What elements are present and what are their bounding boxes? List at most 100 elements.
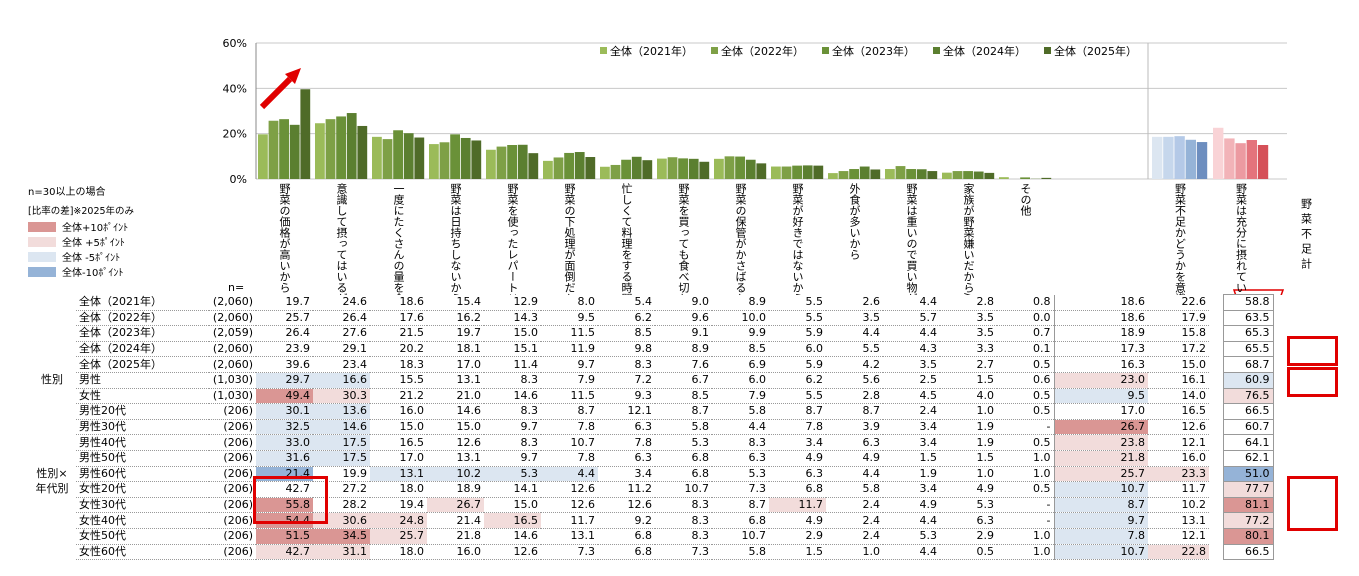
bar xyxy=(984,172,995,179)
table-cell: 8.0 xyxy=(541,294,598,311)
table-cell: 2.9 xyxy=(769,528,826,545)
table-cell: 30.3 xyxy=(313,388,370,405)
table-cell: 4.4 xyxy=(541,466,598,483)
table-cell: 14.3 xyxy=(484,310,541,327)
table-cell: 3.4 xyxy=(598,466,655,483)
table-cell: 8.9 xyxy=(712,294,769,311)
table-cell: 39.6 xyxy=(256,356,313,373)
table-cell: 15.0 xyxy=(1148,356,1209,373)
table-cell: 31.1 xyxy=(313,544,370,561)
table-cell: 21.2 xyxy=(370,388,427,405)
table-cell: 1.5 xyxy=(883,450,940,467)
red-arrow xyxy=(262,68,301,107)
total-cell: 80.1 xyxy=(1222,527,1274,545)
table-cell: 9.5 xyxy=(541,310,598,327)
table-cell: 18.0 xyxy=(370,481,427,498)
table-cell: 6.8 xyxy=(598,528,655,545)
table-cell: 0.5 xyxy=(997,388,1054,405)
table-cell: 18.6 xyxy=(370,294,427,311)
row-label: 男性 xyxy=(76,372,209,389)
table-cell: 20.2 xyxy=(370,341,427,358)
table-cell: 7.2 xyxy=(598,372,655,389)
row-label: 女性50代 xyxy=(76,528,209,545)
table-cell: 8.7 xyxy=(769,403,826,420)
diff-legend-label: 全体-10ﾎﾟｲﾝﾄ xyxy=(62,268,124,279)
table-cell: 12.9 xyxy=(484,294,541,311)
table-cell: 0.1 xyxy=(997,341,1054,358)
table-cell: 24.8 xyxy=(370,512,427,529)
group-label xyxy=(28,435,76,451)
diff-legend-item: 全体 +5ﾎﾟｲﾝﾄ xyxy=(28,234,158,249)
table-cell: 25.7 xyxy=(1053,466,1148,483)
table-cell: 4.5 xyxy=(883,388,940,405)
table-cell: 8.7 xyxy=(826,403,883,420)
table-cell: 13.1 xyxy=(1148,512,1209,529)
table-cell: 16.0 xyxy=(427,544,484,561)
highlight-box-total-2024-2025 xyxy=(1287,336,1338,366)
row-n: (206) xyxy=(209,419,256,436)
table-cell: 13.1 xyxy=(541,528,598,545)
table-cell: 1.0 xyxy=(940,403,997,420)
data-table: 全体（2021年） (2,060) 19.7 24.6 18.6 15.4 12.9 8.0 5… xyxy=(28,294,1274,561)
table-cell: 5.3 xyxy=(940,497,997,514)
group-label xyxy=(28,341,76,357)
group-label xyxy=(28,419,76,435)
table-cell: 6.8 xyxy=(655,466,712,483)
bar xyxy=(289,124,300,179)
table-cell: 7.9 xyxy=(541,372,598,389)
table-cell: 21.5 xyxy=(370,325,427,342)
bar xyxy=(325,119,336,179)
total-cell: 51.0 xyxy=(1222,465,1274,483)
table-cell: 14.0 xyxy=(1148,388,1209,405)
spacer-cell xyxy=(1209,372,1223,388)
table-cell: 1.0 xyxy=(997,450,1054,467)
legend-swatch xyxy=(933,47,940,54)
row-n: (2,060) xyxy=(209,356,256,373)
table-cell: 18.0 xyxy=(370,544,427,561)
bar xyxy=(963,171,973,179)
row-n: (206) xyxy=(209,466,256,483)
table-cell: 4.9 xyxy=(826,450,883,467)
category-label: 一度にたくさんの量を食べられないから xyxy=(392,183,405,295)
table-cell: 10.7 xyxy=(712,528,769,545)
row-n: (206) xyxy=(209,403,256,420)
table-cell: 4.4 xyxy=(883,294,940,311)
table-cell: 16.0 xyxy=(1148,450,1209,467)
table-cell: 4.4 xyxy=(826,325,883,342)
table-cell: 8.3 xyxy=(712,434,769,451)
legend-label: 全体（2023年） xyxy=(832,44,915,58)
category-label: 野菜は重いので買い物が大変だから xyxy=(905,183,918,295)
spacer-cell xyxy=(1209,482,1223,498)
table-cell: 6.3 xyxy=(598,419,655,436)
table-cell: 8.5 xyxy=(712,341,769,358)
table-cell: 6.8 xyxy=(598,544,655,561)
table-cell: 3.4 xyxy=(883,419,940,436)
bar xyxy=(1163,136,1174,179)
row-label: 女性 xyxy=(76,388,209,405)
table-cell: 11.7 xyxy=(1148,481,1209,498)
row-label: 全体（2022年） xyxy=(76,310,209,327)
table-cell: 3.5 xyxy=(940,325,997,342)
bar xyxy=(268,120,279,179)
table-cell: 12.6 xyxy=(541,497,598,514)
table-cell: 17.0 xyxy=(427,356,484,373)
table-cell: 2.8 xyxy=(826,388,883,405)
bar xyxy=(429,144,439,179)
category-label: 野菜の価格が高いから xyxy=(278,183,291,293)
table-cell: 3.5 xyxy=(883,356,940,373)
bar xyxy=(471,140,482,179)
y-tick-label: 40% xyxy=(223,82,247,95)
table-cell: 23.4 xyxy=(313,356,370,373)
table-cell: 29.1 xyxy=(313,341,370,358)
diff-legend-item: 全体 -5ﾎﾟｲﾝﾄ xyxy=(28,249,158,264)
total-cell: 60.7 xyxy=(1222,418,1274,436)
table-cell: 14.6 xyxy=(484,528,541,545)
spacer-cell xyxy=(1209,497,1223,513)
table-row: 女性40代 (206) 54.4 30.6 24.8 21.4 16.5 11.7 9.2 8.3… xyxy=(28,512,1274,529)
row-label: 男性40代 xyxy=(76,434,209,451)
table-cell: 7.8 xyxy=(598,434,655,451)
table-cell: 8.7 xyxy=(1053,497,1148,514)
diff-legend-item: 全体-10ﾎﾟｲﾝﾄ xyxy=(28,264,158,279)
table-cell: 22.8 xyxy=(1148,544,1209,561)
bar xyxy=(885,169,895,179)
